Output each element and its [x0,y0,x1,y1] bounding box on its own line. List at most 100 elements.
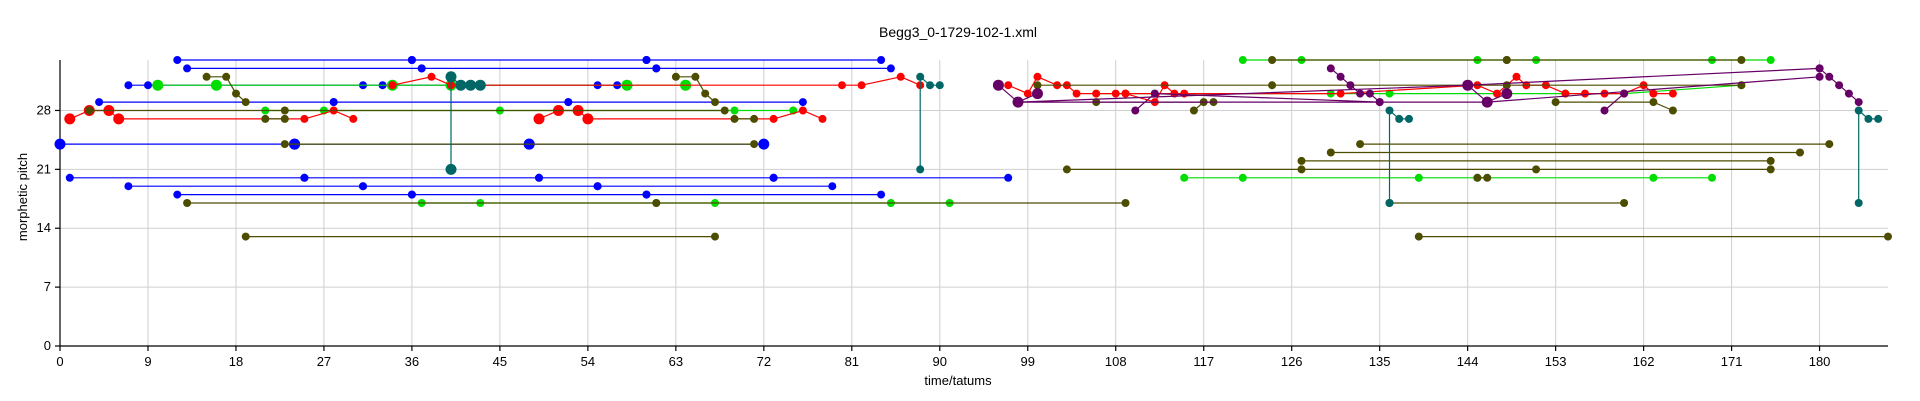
series-line [675,76,716,103]
x-tick-label: 162 [1633,354,1655,369]
data-point [280,140,289,149]
data-point [1405,114,1413,123]
data-point [1336,89,1345,98]
data-point [1796,148,1804,157]
data-point [1395,114,1404,123]
series-layer [54,56,1892,241]
data-point [183,199,192,207]
data-point [730,106,739,115]
data-point [1033,72,1042,81]
x-tick-label: 108 [1105,354,1127,369]
data-point [300,173,309,182]
data-point [1649,98,1658,107]
data-point [1004,173,1013,182]
data-point [173,190,182,199]
x-tick-label: 72 [757,354,771,369]
data-point [1004,81,1013,90]
data-point [935,81,944,90]
axis-layer: 0 9 18 27 36 45 54 63 72 81 90 99 108 117 126 135 144 153… [37,60,1888,369]
data-point [1375,98,1384,107]
data-point [711,98,719,107]
series-56 [1473,173,1492,182]
series-46 [1189,98,1208,115]
data-point [535,173,543,182]
series-38 [261,114,289,123]
series-50 [1062,165,1775,174]
data-point [1326,148,1335,157]
data-point [1385,199,1394,207]
x-tick-label: 153 [1545,354,1567,369]
data-point [1268,81,1277,90]
series-52 [1326,148,1804,157]
series-15 [769,173,1013,182]
data-point [1092,89,1101,98]
series-line [1858,109,1879,203]
data-point [1874,114,1883,123]
data-point [720,106,729,115]
series-5 [652,64,895,73]
data-point [533,113,545,125]
data-point [1532,165,1541,174]
data-point [1493,89,1501,98]
series-42 [183,199,1130,207]
series-line [1388,109,1409,203]
series-63 [1014,72,1824,107]
series-9 [54,138,301,150]
data-point [750,140,759,149]
x-tick-label: 126 [1281,354,1303,369]
data-point [652,64,661,73]
data-point [798,106,807,115]
data-point [1620,89,1629,98]
x-tick-label: 81 [845,354,859,369]
series-line [1604,93,1625,111]
chart-title: Begg3_0-1729-102-1.xml [879,24,1037,40]
data-point [1385,106,1394,115]
data-point [1032,88,1043,100]
series-14 [535,173,778,182]
series-20 [407,190,651,199]
series-line [118,109,354,120]
series-17 [359,182,602,191]
data-point [280,106,289,115]
data-point [1131,106,1140,115]
data-point [241,98,250,107]
data-point [1502,81,1511,90]
series-6 [95,98,338,107]
series-line [919,75,940,170]
data-point [1014,98,1022,107]
data-point [124,182,133,191]
series-59 [1385,106,1413,207]
series-31 [533,105,594,125]
data-point [1062,165,1071,174]
data-point [232,89,240,98]
data-point [916,72,925,81]
series-30 [114,106,358,123]
data-point [886,64,895,73]
data-point [300,114,309,123]
data-point [1121,89,1130,98]
data-point [1551,98,1560,107]
data-point [1385,89,1394,98]
data-point [1023,89,1032,98]
series-18 [593,182,837,191]
data-point [877,190,886,199]
series-21 [642,190,886,199]
data-point [1668,106,1677,115]
data-point [593,182,602,191]
data-point [1649,173,1658,182]
data-point [144,81,152,90]
data-point [1600,106,1609,115]
y-tick-label: 7 [44,279,51,294]
data-point [427,72,436,81]
series-13 [300,173,543,182]
data-point [1649,89,1658,98]
data-point [798,98,807,107]
series-0 [173,56,416,64]
x-tick-label: 180 [1809,354,1831,369]
series-47 [1268,56,1511,64]
data-point [124,81,133,90]
data-point [1481,96,1493,108]
data-point [388,81,397,90]
x-tick-label: 117 [1193,354,1214,369]
series-60 [1854,106,1883,207]
